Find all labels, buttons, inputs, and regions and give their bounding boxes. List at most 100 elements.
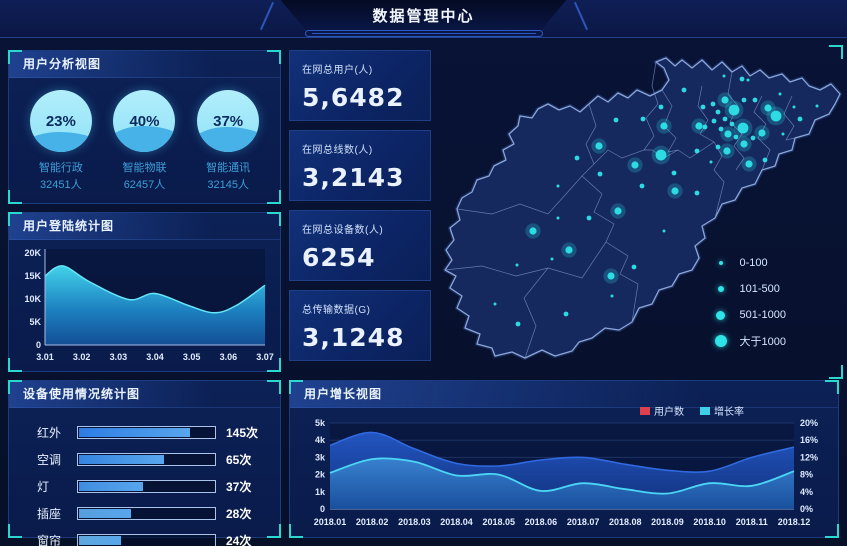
stat-card-label: 在网总线数(人) bbox=[302, 145, 373, 156]
device-value: 28次 bbox=[226, 507, 252, 521]
map-data-point bbox=[695, 122, 703, 130]
map-data-point bbox=[597, 171, 603, 177]
map-data-point bbox=[563, 311, 569, 317]
stat-card-value: 3,1248 bbox=[302, 323, 405, 352]
map-data-point bbox=[613, 117, 619, 123]
gauge-count-label: 32451人 bbox=[40, 179, 82, 192]
map-data-point bbox=[797, 116, 803, 122]
svg-text:2018.07: 2018.07 bbox=[567, 517, 600, 527]
svg-text:3.01: 3.01 bbox=[36, 352, 54, 362]
device-bar-track bbox=[77, 507, 216, 520]
panel-login-stats: 用户登陆统计图 0 5K 10K 15K 20K 3.01 3.02 3.03 3.04 3.05… bbox=[8, 212, 281, 372]
svg-text:2018.10: 2018.10 bbox=[693, 517, 726, 527]
title-underline-decoration bbox=[304, 30, 543, 37]
map-data-point bbox=[815, 104, 819, 108]
device-bar-track bbox=[77, 453, 216, 466]
header-slash-right-decoration bbox=[573, 1, 588, 31]
svg-text:16%: 16% bbox=[800, 435, 818, 445]
svg-text:2018.08: 2018.08 bbox=[609, 517, 642, 527]
stat-card-value: 3,2143 bbox=[302, 163, 405, 192]
device-label: 灯 bbox=[37, 480, 50, 494]
map-region: 0-100 101-500 501-1000 大于1000 bbox=[431, 45, 843, 379]
top-bar: 数据管理中心 bbox=[0, 0, 847, 38]
svg-text:3k: 3k bbox=[315, 452, 326, 462]
map-data-point bbox=[529, 227, 537, 235]
svg-text:2018.05: 2018.05 bbox=[482, 517, 515, 527]
map-data-point bbox=[556, 184, 560, 188]
map-data-point bbox=[778, 92, 782, 96]
map-data-point bbox=[614, 207, 622, 215]
map-data-point bbox=[574, 155, 580, 161]
map-data-point bbox=[715, 144, 721, 150]
map-legend-label: 101-500 bbox=[739, 283, 780, 295]
map-data-point bbox=[745, 160, 753, 168]
map-legend-row: 501-1000 bbox=[714, 302, 786, 328]
map-data-point bbox=[694, 148, 700, 154]
svg-text:2018.09: 2018.09 bbox=[651, 517, 684, 527]
gauge-circle: 23% bbox=[29, 90, 92, 152]
map-data-point bbox=[515, 321, 521, 327]
svg-text:2018.12: 2018.12 bbox=[778, 517, 811, 527]
svg-text:3.02: 3.02 bbox=[73, 352, 91, 362]
map-legend-row: 0-100 bbox=[714, 250, 787, 276]
device-bar-track bbox=[77, 534, 216, 546]
map-legend-row: 大于1000 bbox=[714, 328, 787, 354]
gauge-category-label: 智能通讯 bbox=[206, 162, 251, 174]
svg-text:0: 0 bbox=[320, 504, 325, 514]
svg-text:4%: 4% bbox=[800, 487, 813, 497]
stat-card: 在网总设备数(人) 6254 bbox=[289, 210, 431, 281]
map-legend-dot bbox=[714, 335, 727, 347]
device-value: 24次 bbox=[226, 534, 252, 546]
svg-text:3.07: 3.07 bbox=[256, 352, 274, 362]
map-legend-dot bbox=[716, 310, 725, 320]
stat-card: 在网总用户(人) 5,6482 bbox=[289, 50, 431, 121]
device-row: 窗帘 24次 bbox=[9, 527, 280, 546]
device-label: 红外 bbox=[37, 426, 62, 440]
map-data-point bbox=[752, 97, 758, 103]
device-bar-track bbox=[77, 426, 216, 439]
svg-text:3.05: 3.05 bbox=[183, 352, 201, 362]
map-legend-label: 0-100 bbox=[739, 257, 768, 269]
map-data-point bbox=[733, 134, 739, 140]
svg-text:15K: 15K bbox=[24, 271, 41, 281]
device-label: 窗帘 bbox=[37, 534, 62, 546]
svg-text:5k: 5k bbox=[315, 418, 326, 428]
device-bar-track bbox=[77, 480, 216, 493]
svg-text:2018.11: 2018.11 bbox=[736, 517, 768, 527]
map-data-point bbox=[640, 116, 646, 122]
svg-text:10K: 10K bbox=[24, 294, 41, 304]
map-data-point bbox=[737, 122, 749, 134]
map-data-point bbox=[515, 263, 519, 267]
map-legend-dot-cell bbox=[714, 286, 728, 292]
svg-text:20%: 20% bbox=[800, 418, 818, 428]
gauge-category-label: 智能行政 bbox=[38, 162, 83, 174]
map-data-point bbox=[711, 118, 717, 124]
map-data-point bbox=[722, 116, 728, 122]
map-data-point bbox=[723, 147, 731, 155]
panel-user-growth: 用户增长视图 用户数 增长率 0 1k 2k 3k 4k 5k 0% 4% 8% 12% 16% 20%… bbox=[289, 380, 839, 538]
map-data-point bbox=[710, 101, 716, 107]
header-slash-left-decoration bbox=[259, 1, 274, 31]
stat-card-value: 5,6482 bbox=[302, 83, 405, 112]
page-title: 数据管理中心 bbox=[281, 0, 567, 33]
map-data-point bbox=[607, 272, 615, 280]
gauge-percent-value: 37% bbox=[213, 112, 244, 130]
panel-title: 用户分析视图 bbox=[9, 51, 280, 78]
map-data-point bbox=[671, 187, 679, 195]
svg-text:0%: 0% bbox=[800, 504, 813, 514]
svg-text:5K: 5K bbox=[29, 317, 41, 327]
stat-card-column: 在网总用户(人) 5,6482 在网总线数(人) 3,2143 在网总设备数(人) 625… bbox=[289, 50, 431, 361]
map-data-point bbox=[671, 170, 677, 176]
gauge-label: 智能物联 62457人 bbox=[104, 160, 184, 194]
stat-card-value: 6254 bbox=[302, 243, 376, 272]
panel-title: 用户增长视图 bbox=[290, 381, 838, 408]
device-value: 65次 bbox=[226, 453, 252, 467]
gauge-count-label: 62457人 bbox=[123, 179, 166, 192]
map-data-point bbox=[660, 122, 668, 130]
map-data-point bbox=[750, 135, 756, 141]
map-data-point bbox=[639, 183, 645, 189]
device-row: 空调 65次 bbox=[9, 446, 280, 473]
device-value: 145次 bbox=[226, 426, 259, 440]
device-bar-fill bbox=[79, 482, 144, 491]
map-data-point bbox=[702, 124, 708, 130]
